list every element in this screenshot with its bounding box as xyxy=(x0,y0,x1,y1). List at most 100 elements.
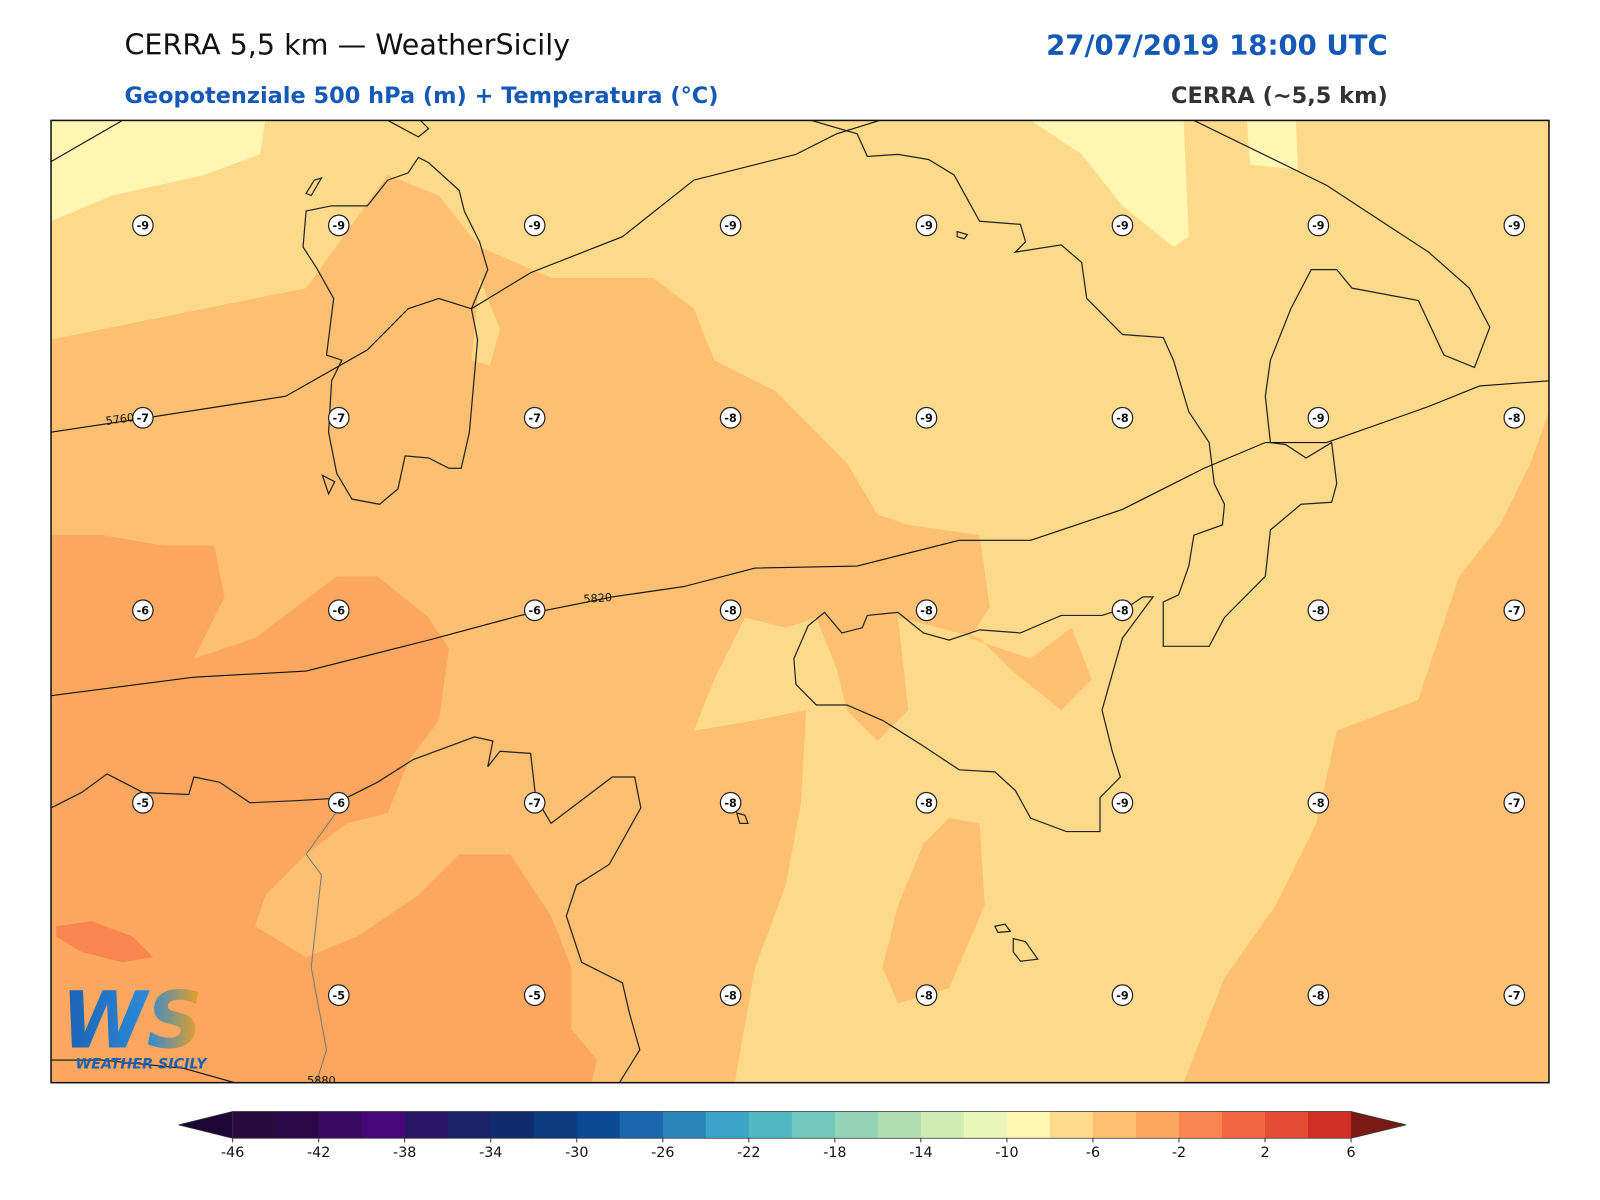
station-marker xyxy=(915,791,938,814)
station-temperature: -7 xyxy=(1508,989,1520,1002)
station: -5 xyxy=(132,791,154,814)
colorbar-tick-label: 2 xyxy=(1260,1145,1269,1161)
station-marker xyxy=(719,791,742,814)
station: -7 xyxy=(523,406,546,429)
station: -9 xyxy=(132,214,154,237)
colorbar-bin xyxy=(662,1111,707,1139)
model-label: CERRA (~5,5 km) xyxy=(1171,83,1388,109)
station: -5 xyxy=(327,984,350,1007)
station: -5 xyxy=(523,984,546,1007)
station: -9 xyxy=(1111,791,1134,814)
station: -6 xyxy=(327,599,350,622)
station-temperature: -8 xyxy=(920,604,933,617)
station-temperature: -9 xyxy=(1312,219,1325,232)
station-temperature: -7 xyxy=(1508,797,1520,810)
colorbar-tick-label: -38 xyxy=(393,1145,416,1161)
colorbar-bin xyxy=(705,1111,750,1139)
field-base-patch xyxy=(750,308,847,402)
colorbar: -46 -42 -38 -34 -30 -26 -22 -18 -14 -10 -6 -2 2 6 xyxy=(178,1111,1407,1161)
station-marker xyxy=(719,406,742,429)
field-warmer xyxy=(51,535,597,1083)
station-marker xyxy=(1503,984,1526,1007)
station-temperature: -8 xyxy=(724,604,737,617)
station: -8 xyxy=(719,791,742,814)
station-marker xyxy=(1111,406,1134,429)
station: -8 xyxy=(1307,984,1330,1007)
station-temperature: -5 xyxy=(528,989,541,1002)
station: -9 xyxy=(1503,214,1526,237)
station-temperature: -9 xyxy=(333,219,346,232)
station-temperature: -9 xyxy=(1312,412,1325,425)
station-temperature: -9 xyxy=(528,219,541,232)
station: -9 xyxy=(1111,214,1134,237)
colorbar-bin xyxy=(834,1111,879,1139)
station-marker xyxy=(1503,214,1526,237)
station-marker xyxy=(523,791,546,814)
colorbar-tick-label: -26 xyxy=(651,1145,674,1161)
station-marker xyxy=(1111,791,1134,814)
station-marker xyxy=(1503,791,1526,814)
station: -6 xyxy=(132,599,154,622)
station-marker xyxy=(1307,791,1330,814)
station-temperature: -6 xyxy=(333,797,346,810)
station: -9 xyxy=(1307,214,1330,237)
station-temperature: -9 xyxy=(1116,989,1129,1002)
station-marker xyxy=(327,406,350,429)
field-cool xyxy=(51,120,266,222)
station-marker xyxy=(1307,984,1330,1007)
colorbar-tick-label: -2 xyxy=(1172,1145,1186,1161)
coastline-sicily xyxy=(793,596,1155,833)
colorbar-bin xyxy=(1049,1111,1094,1139)
colorbar-bin xyxy=(1308,1111,1352,1139)
station-temperature: -9 xyxy=(920,219,933,232)
station: -8 xyxy=(1503,406,1526,429)
station: -8 xyxy=(719,984,742,1007)
colorbar-tick-label: -14 xyxy=(909,1145,932,1161)
field-base-patch xyxy=(471,277,500,366)
station-marker xyxy=(327,791,350,814)
contour-label: 5880 xyxy=(307,1075,336,1088)
station-temperature: -8 xyxy=(1116,604,1129,617)
station-marker xyxy=(915,984,938,1007)
border xyxy=(305,797,348,1083)
station-temperature: -9 xyxy=(137,219,150,232)
contour-line xyxy=(51,120,123,163)
station: -6 xyxy=(523,599,546,622)
field-cool xyxy=(1030,120,1189,247)
station-temperature: -8 xyxy=(724,412,737,425)
coastline-corsica xyxy=(387,120,430,138)
station: -8 xyxy=(1111,599,1134,622)
map: -9 -9 -9 -9 -9 -9 -9 -9 -7 -7 -7 -8 -9 -8 -9 -8 -6 -6 -6 -8… xyxy=(51,120,1549,1088)
station: -9 xyxy=(719,214,742,237)
station: -9 xyxy=(523,214,546,237)
station-marker xyxy=(719,214,742,237)
station-marker xyxy=(327,214,350,237)
island xyxy=(305,177,1039,962)
station-temperature: -8 xyxy=(724,797,737,810)
station-marker xyxy=(1503,599,1526,622)
station-marker xyxy=(132,791,154,814)
station-temperature: -9 xyxy=(1116,219,1129,232)
colorbar-tick-label: -34 xyxy=(479,1145,502,1161)
colorbar-bin xyxy=(404,1111,449,1139)
contour-line xyxy=(51,120,880,433)
map-frame xyxy=(50,119,1550,1084)
colorbar-tick-label: 6 xyxy=(1346,1145,1355,1161)
station-temperature: -6 xyxy=(528,604,541,617)
station: -8 xyxy=(719,406,742,429)
station-marker xyxy=(1307,406,1330,429)
colorbar-bin xyxy=(275,1111,320,1139)
station: -7 xyxy=(523,791,546,814)
station: -9 xyxy=(1111,984,1134,1007)
station-marker xyxy=(523,406,546,429)
station-marker xyxy=(132,406,154,429)
station-marker xyxy=(915,406,938,429)
station-grid: -9 -9 -9 -9 -9 -9 -9 -9 -7 -7 -7 -8 -9 -8 -9 -8 -6 -6 -6 -8… xyxy=(132,214,1526,1007)
station-temperature: -7 xyxy=(528,797,540,810)
colorbar-tick-label: -18 xyxy=(823,1145,846,1161)
contour-line xyxy=(51,380,1549,697)
field-warm xyxy=(51,174,1092,1083)
station: -9 xyxy=(327,214,350,237)
colorbar-tick-label: -30 xyxy=(565,1145,588,1161)
station: -8 xyxy=(1307,791,1330,814)
